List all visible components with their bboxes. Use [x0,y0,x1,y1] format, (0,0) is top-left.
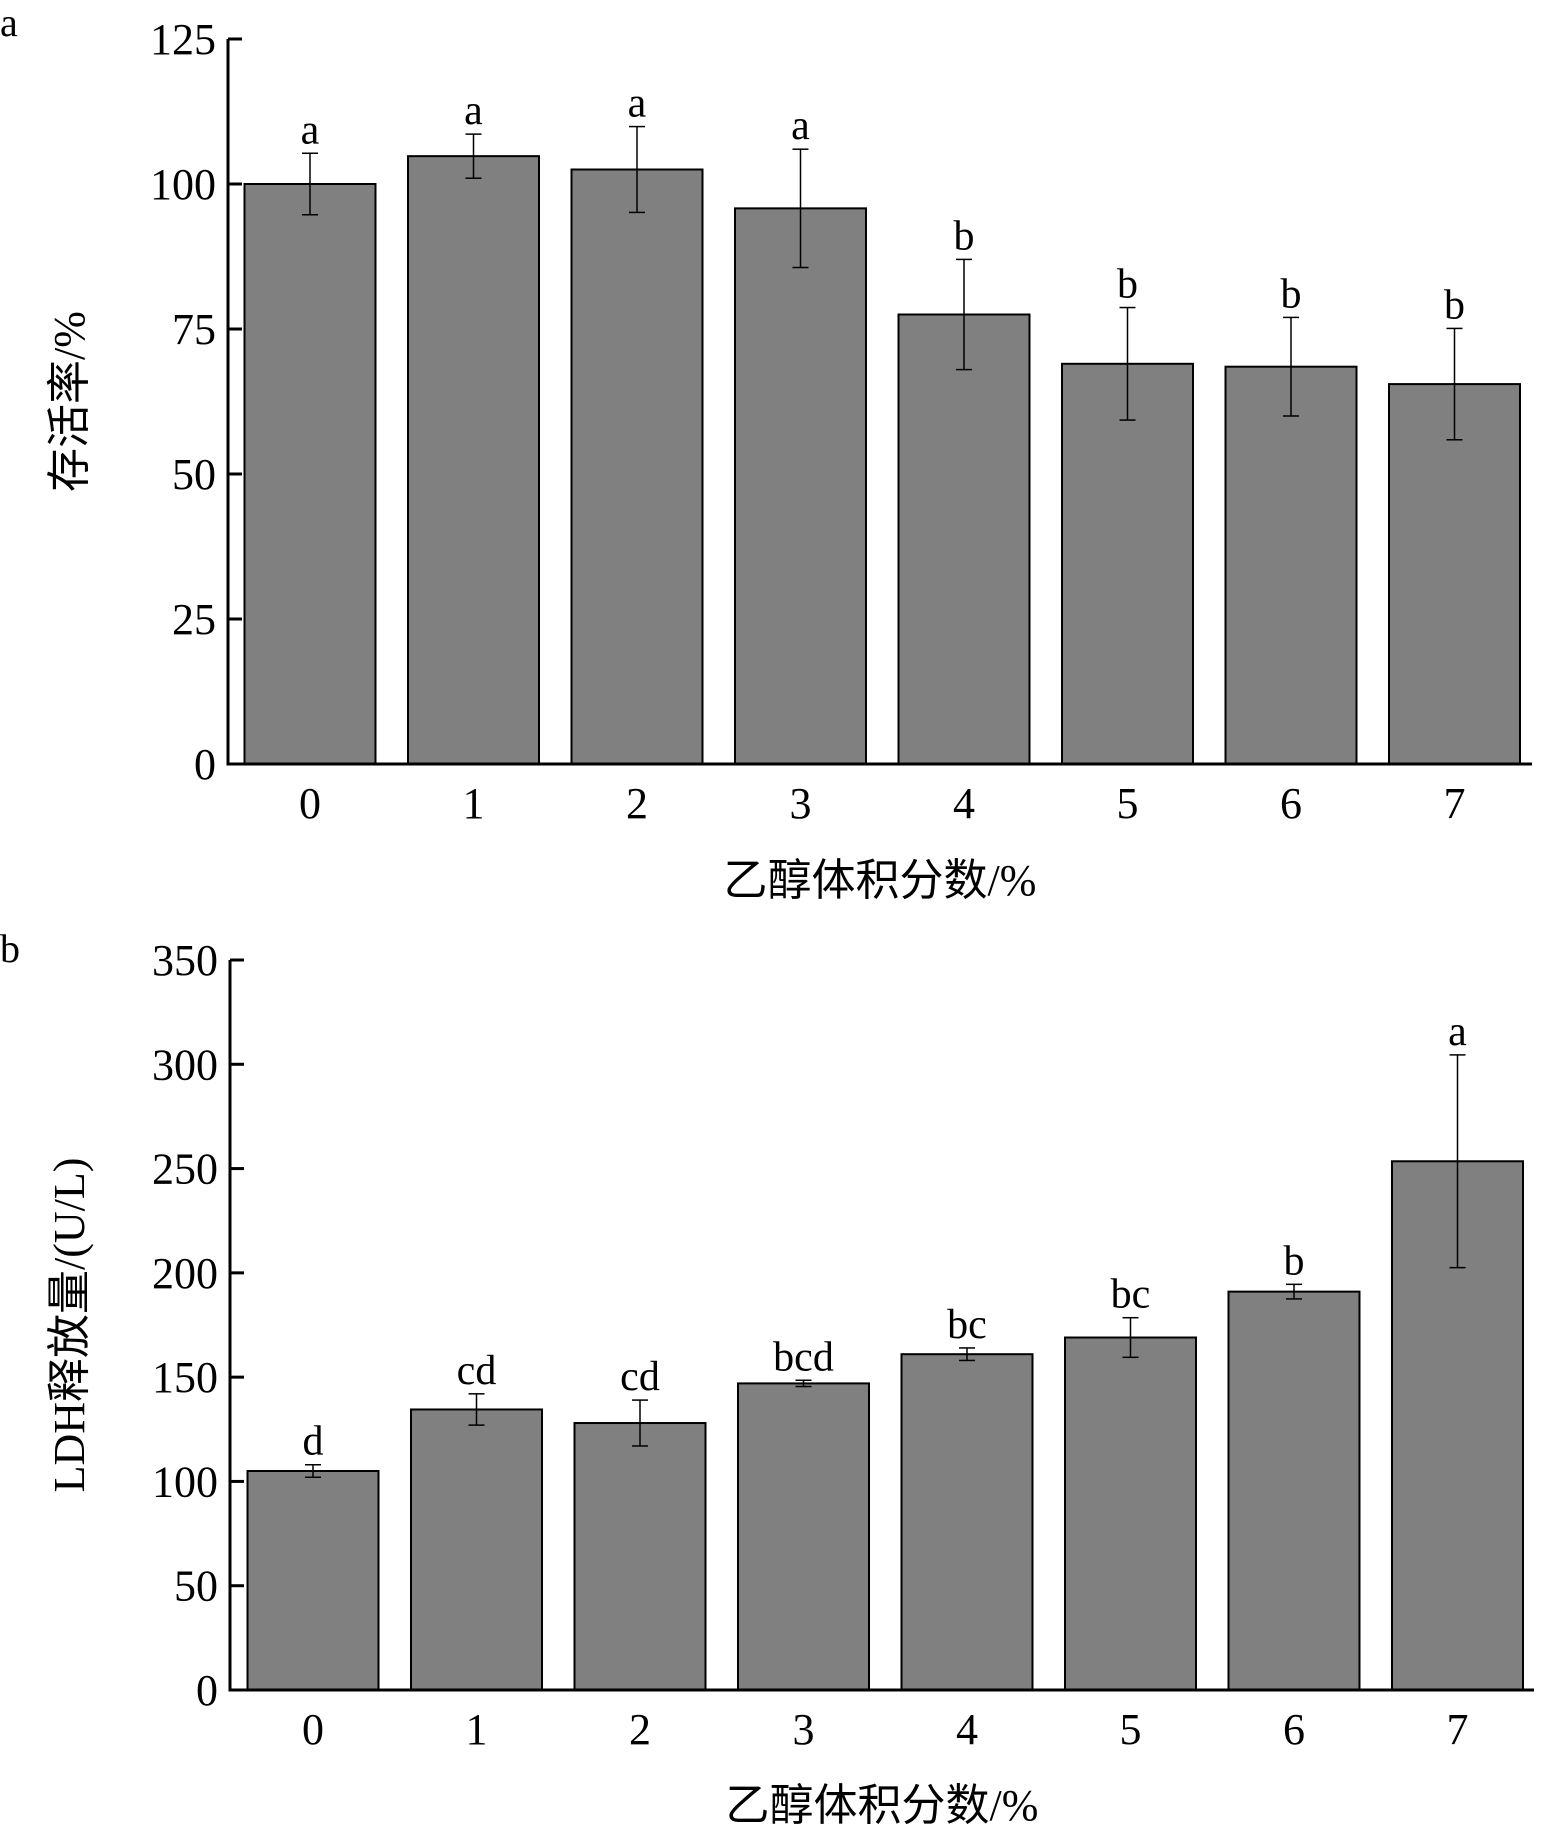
bar-3 [734,207,867,766]
y-tick-label: 75 [172,305,216,354]
y-axis-label: 存活率/% [45,311,94,492]
significance-label: b [1444,282,1465,328]
x-tick-label: 4 [956,1705,978,1754]
y-tick-label: 50 [172,450,216,499]
bar-6 [1227,1290,1361,1691]
significance-label: b [954,213,975,259]
error-bar-2 [632,1399,648,1447]
y-tick-label: 25 [172,595,216,644]
error-bar-3 [795,1379,812,1388]
bar-7 [1388,383,1521,765]
bar-4 [900,1353,1034,1691]
error-bar-0 [302,152,318,216]
x-tick-label: 6 [1280,779,1302,828]
x-tick-label: 5 [1117,779,1139,828]
x-tick-label: 3 [793,1705,815,1754]
bar-0 [243,183,377,765]
error-bar-7 [1449,1054,1466,1269]
error-bar-5 [1122,1316,1139,1359]
x-tick-label: 4 [953,779,975,828]
y-tick-label: 100 [152,1457,218,1506]
x-axis-label: 乙醇体积分数/% [726,1781,1039,1830]
x-axis-label: 乙醇体积分数/% [724,856,1037,905]
y-tick-label: 0 [196,1666,218,1715]
bar-4 [897,313,1031,765]
significance-label: b [1284,1238,1305,1284]
x-tick-label: 3 [790,779,812,828]
error-bar-6 [1286,1283,1302,1300]
x-tick-label: 2 [626,779,648,828]
y-tick-label: 50 [174,1562,218,1611]
bar-5 [1064,1336,1197,1691]
error-bar-1 [465,133,482,179]
error-bar-1 [468,1393,485,1426]
chart-b: b d 0 cd 1 cd 2 bcd 3 bc 4 bc 5 b 6 a 7 0 50 100 150 200 250 30… [0,926,1534,1830]
significance-label: b [1117,262,1138,308]
error-bar-4 [956,258,972,371]
significance-label: cd [457,1348,497,1394]
x-tick-label: 1 [466,1705,488,1754]
panel-label: b [0,926,20,971]
x-tick-label: 6 [1283,1705,1305,1754]
bar-2 [573,1422,707,1691]
x-tick-label: 2 [629,1705,651,1754]
panel-label: a [0,0,18,45]
significance-label: a [1448,1009,1467,1055]
error-bar-6 [1283,316,1299,417]
x-tick-label: 0 [299,779,321,828]
error-bar-4 [959,1347,975,1362]
y-tick-label: 300 [152,1040,218,1089]
significance-label: a [301,107,320,153]
x-tick-label: 1 [463,779,485,828]
x-tick-label: 0 [302,1705,324,1754]
y-axis-label: LDH释放量/(U/L) [45,1158,94,1493]
bar-5 [1061,362,1194,765]
error-bar-2 [629,125,645,214]
significance-label: cd [620,1354,660,1400]
y-tick-label: 0 [194,740,216,789]
significance-label: a [628,81,647,127]
error-bar-5 [1119,306,1136,421]
error-bar-0 [305,1463,321,1479]
bar-6 [1224,365,1358,765]
y-tick-label: 125 [150,15,216,64]
significance-label: bc [1111,1272,1151,1318]
bar-0 [246,1470,380,1691]
y-tick-label: 150 [152,1353,218,1402]
y-tick-label: 200 [152,1249,218,1298]
significance-label: d [303,1419,324,1465]
chart-a: a a 0 a 1 a 2 a 3 b 4 b 5 b 6 b 7 0 25 50 75 100 125 乙醇体积分数/% 存活… [0,0,1532,905]
significance-label: bc [947,1302,987,1348]
bar-2 [570,168,704,765]
significance-label: b [1281,271,1302,317]
bar-1 [410,1408,543,1691]
bar-3 [737,1382,870,1692]
x-tick-label: 5 [1120,1705,1142,1754]
y-tick-label: 250 [152,1145,218,1194]
y-tick-label: 350 [152,936,218,985]
x-tick-label: 7 [1444,779,1466,828]
x-tick-label: 7 [1447,1705,1469,1754]
error-bar-3 [792,148,809,269]
y-tick-label: 100 [150,160,216,209]
significance-label: bcd [773,1334,834,1380]
significance-label: a [464,88,483,134]
error-bar-7 [1446,327,1463,441]
bar-1 [407,155,540,766]
significance-label: a [791,103,810,149]
